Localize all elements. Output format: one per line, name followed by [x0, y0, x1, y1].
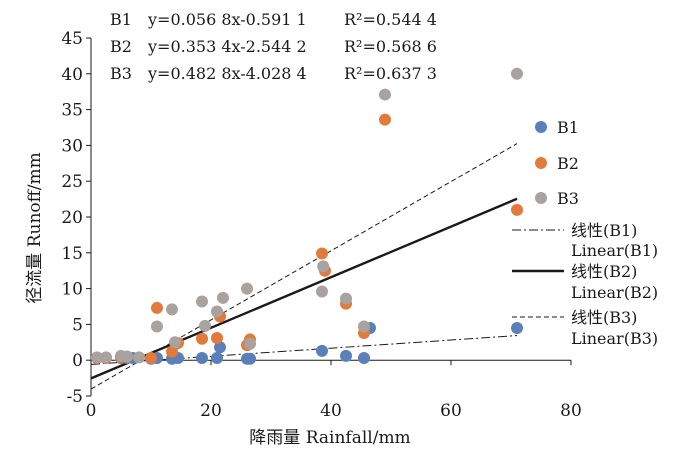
y-tick-label: 25 [61, 172, 83, 192]
legend-label-b2: B2 [557, 154, 579, 173]
y-tick-label: 10 [61, 280, 83, 300]
legend-label-b3: B3 [557, 189, 579, 208]
axes [86, 37, 572, 397]
point-b2 [316, 247, 328, 260]
legend-line-b1-cn: 线性(B1) [571, 221, 637, 240]
point-b3 [151, 320, 163, 333]
y-tick-label: 15 [61, 244, 83, 264]
point-b1 [196, 352, 208, 365]
legend-line-b3-cn: 线性(B3) [571, 308, 637, 327]
equation-b1-label: B1 [110, 10, 132, 29]
y-tick-label: -5 [66, 387, 83, 407]
y-tick-label: 45 [61, 29, 83, 49]
legend-line-b1-en: Linear(B1) [571, 241, 658, 260]
fit-lines [90, 143, 518, 390]
y-tick-label: 20 [61, 208, 83, 228]
x-tick-label: 0 [86, 401, 97, 421]
fit-line-b2 [90, 197, 518, 380]
legend-marker-b3 [535, 192, 547, 204]
equation-b1-formula: y=0.056 8x-0.591 1 [147, 10, 307, 29]
point-b3 [199, 319, 211, 332]
point-b3 [100, 351, 112, 364]
equation-b3-r2: R²=0.637 3 [344, 64, 437, 83]
equation-b2-label: B2 [110, 37, 132, 56]
point-b3 [169, 336, 181, 349]
point-b3 [511, 67, 523, 80]
point-b3 [133, 351, 145, 364]
point-b3 [317, 260, 330, 273]
point-b3 [217, 291, 229, 304]
point-b3 [121, 350, 133, 363]
point-b3 [358, 320, 370, 333]
legend-marker-b1 [535, 121, 547, 133]
point-b3 [211, 305, 223, 318]
x-tick-label: 20 [200, 401, 222, 421]
legend-line-b2-cn: 线性(B2) [571, 262, 637, 281]
point-b1 [340, 349, 352, 362]
x-axis-title: 降雨量 Rainfall/mm [249, 428, 410, 448]
point-b2 [166, 345, 178, 358]
point-b3 [196, 295, 208, 308]
point-b3 [241, 282, 253, 295]
equation-b3-formula: y=0.482 8x-4.028 4 [147, 64, 307, 83]
x-tick-label: 80 [560, 401, 582, 421]
point-b2 [379, 113, 391, 126]
equations: B1 y=0.056 8x-0.591 1 R²=0.544 4 B2 y=0.… [110, 10, 437, 83]
legend-marker-b2 [535, 157, 547, 169]
point-b1 [358, 352, 370, 365]
point-b1 [214, 341, 226, 354]
point-b2 [211, 332, 223, 345]
y-tick-label: 30 [61, 136, 83, 156]
point-b1 [511, 321, 523, 334]
point-b2 [196, 332, 208, 345]
equation-b2-r2: R²=0.568 6 [344, 37, 437, 56]
legend-line-b3-en: Linear(B3) [571, 329, 658, 348]
fit-line-b3 [90, 143, 518, 390]
point-b1 [316, 344, 328, 357]
point-b3 [91, 351, 103, 364]
equation-b3-label: B3 [110, 64, 132, 83]
data-points [91, 67, 523, 365]
point-b1 [211, 352, 223, 365]
y-tick-label: 0 [72, 351, 83, 371]
point-b3 [340, 292, 352, 305]
y-tick-label: 5 [72, 315, 83, 335]
legend: B1 B2 B3 线性(B1) Linear(B1) 线性(B2) Linear… [512, 118, 658, 348]
point-b1 [244, 352, 256, 365]
y-tick-label: 40 [61, 65, 83, 85]
point-b2 [151, 301, 163, 314]
x-tick-label: 60 [440, 401, 462, 421]
legend-label-b1: B1 [557, 118, 579, 137]
point-b3 [166, 303, 178, 316]
point-b2 [511, 203, 523, 216]
point-b3 [379, 88, 391, 101]
point-b2 [145, 352, 157, 365]
point-b3 [316, 285, 328, 298]
legend-line-b2-en: Linear(B2) [571, 283, 658, 302]
y-axis-title: 径流量 Runoff/mm [25, 152, 45, 303]
x-tick-label: 40 [320, 401, 342, 421]
equation-b1-r2: R²=0.544 4 [344, 10, 437, 29]
y-tick-label: 35 [61, 101, 83, 121]
point-b3 [244, 337, 256, 350]
equation-b2-formula: y=0.353 4x-2.544 2 [147, 37, 307, 56]
